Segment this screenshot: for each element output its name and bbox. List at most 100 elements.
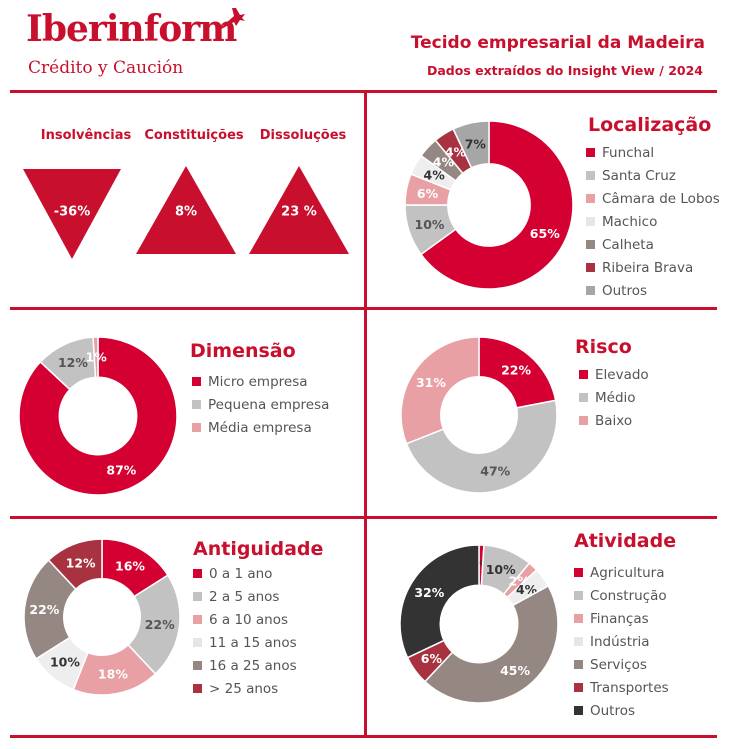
- legend-item-baixo: Baixo: [579, 409, 649, 432]
- legend-swatch: [586, 240, 595, 249]
- legend-item-financas: Finanças: [574, 607, 669, 630]
- legend-risco: Elevado Médio Baixo: [579, 363, 649, 432]
- legend-swatch: [586, 217, 595, 226]
- donut-chart-localizacao: 65%10%6%4%4%4%7%: [404, 120, 574, 290]
- legend-label: Agricultura: [590, 564, 665, 581]
- donut-slice-outros: [399, 544, 480, 659]
- data-label-micro-empresa: 87%: [106, 463, 136, 478]
- legend-label: Outros: [590, 702, 636, 719]
- donut-chart-antiguidade: 16% 22% 18% 10% 22% 12%: [23, 538, 181, 696]
- kpi-label-constituicoes: Constituições: [144, 128, 244, 143]
- divider-bottom: [10, 735, 717, 738]
- divider-vertical: [364, 90, 367, 738]
- legend-swatch: [192, 400, 201, 409]
- data-label-25-anos: 12%: [66, 555, 96, 570]
- legend-item-camara-de-lobos: Câmara de Lobos: [586, 187, 720, 210]
- chart-title-localizacao: Localização: [588, 114, 712, 136]
- legend-swatch: [586, 148, 595, 157]
- legend-item-industria: Indústria: [574, 630, 669, 653]
- data-label-11-a-15-anos: 10%: [50, 654, 80, 669]
- data-label-machico: 4%: [424, 167, 446, 182]
- donut-chart-risco: 22% 47% 31%: [400, 336, 558, 494]
- data-label-elevado: 22%: [501, 363, 531, 378]
- kpi-label-dissolucoes: Dissoluções: [259, 128, 347, 143]
- legend-swatch: [193, 638, 202, 647]
- legend-label: Câmara de Lobos: [602, 190, 720, 207]
- legend-item-construcao: Construção: [574, 584, 669, 607]
- chart-title-dimensao: Dimensão: [190, 340, 296, 362]
- legend-label: 16 a 25 anos: [209, 657, 297, 674]
- kpi-label-insolvencias: Insolvências: [40, 128, 132, 143]
- plane-icon: [216, 8, 245, 32]
- legend-item-funchal: Funchal: [586, 141, 720, 164]
- legend-item-0-a-1-ano: 0 a 1 ano: [193, 562, 297, 585]
- legend-item-medio: Médio: [579, 386, 649, 409]
- donut-slice-25-anos: [47, 538, 103, 591]
- data-label-industria: 4%: [516, 582, 538, 597]
- legend-item-transportes: Transportes: [574, 676, 669, 699]
- legend-item-outros: Outros: [586, 279, 720, 302]
- data-label-calheta: 4%: [433, 155, 455, 170]
- data-label-servicos: 45%: [500, 663, 530, 678]
- divider-row1: [10, 307, 717, 310]
- data-label-16-a-25-anos: 22%: [29, 602, 59, 617]
- chart-title-antiguidade: Antiguidade: [193, 538, 324, 560]
- legend-swatch: [574, 683, 583, 692]
- legend-swatch: [193, 592, 202, 601]
- page-title: Tecido empresarial da Madeira: [410, 33, 705, 53]
- kpi-triangle-up: [136, 166, 236, 254]
- donut-slice-medio: [405, 399, 558, 494]
- legend-dimensao: Micro empresa Pequena empresa Média empres…: [192, 370, 329, 439]
- legend-swatch: [586, 171, 595, 180]
- donut-slice-baixo: [400, 336, 480, 445]
- legend-label: Outros: [602, 282, 648, 299]
- legend-swatch: [193, 569, 202, 578]
- legend-item-machico: Machico: [586, 210, 720, 233]
- legend-item-ribeira-brava: Ribeira Brava: [586, 256, 720, 279]
- legend-swatch: [579, 393, 588, 402]
- legend-swatch: [193, 661, 202, 670]
- legend-label: Serviços: [590, 656, 647, 673]
- legend-label: > 25 anos: [209, 680, 279, 697]
- legend-swatch: [574, 706, 583, 715]
- data-label-pequena-empresa: 12%: [58, 355, 88, 370]
- donut-slice-servicos: [423, 584, 559, 704]
- legend-item-agricultura: Agricultura: [574, 561, 669, 584]
- divider-row2: [10, 516, 717, 519]
- legend-item-calheta: Calheta: [586, 233, 720, 256]
- legend-label: Transportes: [590, 679, 669, 696]
- legend-label: Elevado: [595, 366, 649, 383]
- donut-slice-outros: [452, 120, 490, 169]
- legend-label: 6 a 10 anos: [209, 611, 289, 628]
- legend-label: Santa Cruz: [602, 167, 676, 184]
- legend-label: Médio: [595, 389, 636, 406]
- legend-label: 0 a 1 ano: [209, 565, 273, 582]
- legend-swatch: [574, 637, 583, 646]
- legend-swatch: [579, 416, 588, 425]
- legend-item-media-empresa: Média empresa: [192, 416, 329, 439]
- kpi-value-constituicoes: 8%: [174, 204, 198, 220]
- data-label-camara-de-lobos: 6%: [417, 186, 439, 201]
- data-label-ribeira-brava: 4%: [445, 145, 467, 160]
- kpi-value-dissolucoes: 23 %: [281, 204, 317, 220]
- brand-tagline: Crédito y Caución: [28, 58, 184, 78]
- legend-atividade: Agricultura Construção Finanças Indústria Se…: [574, 561, 669, 722]
- legend-item-santa-cruz: Santa Cruz: [586, 164, 720, 187]
- legend-item-elevado: Elevado: [579, 363, 649, 386]
- data-label-outros: 7%: [465, 136, 487, 151]
- legend-item-25-anos: > 25 anos: [193, 677, 297, 700]
- legend-label: Machico: [602, 213, 658, 230]
- legend-label: Média empresa: [208, 419, 312, 436]
- data-label-0-a-1-ano: 16%: [115, 559, 145, 574]
- legend-swatch: [193, 615, 202, 624]
- legend-swatch: [193, 684, 202, 693]
- page-subtitle: Dados extraídos do Insight View / 2024: [426, 63, 703, 78]
- legend-label: Indústria: [590, 633, 650, 650]
- data-label-santa-cruz: 10%: [415, 217, 445, 232]
- legend-label: Micro empresa: [208, 373, 308, 390]
- donut-chart-atividade: 1%10%2%4%45%6%32%: [399, 544, 559, 704]
- legend-label: 2 a 5 anos: [209, 588, 280, 605]
- legend-swatch: [192, 423, 201, 432]
- legend-label: Finanças: [590, 610, 649, 627]
- legend-label: 11 a 15 anos: [209, 634, 297, 651]
